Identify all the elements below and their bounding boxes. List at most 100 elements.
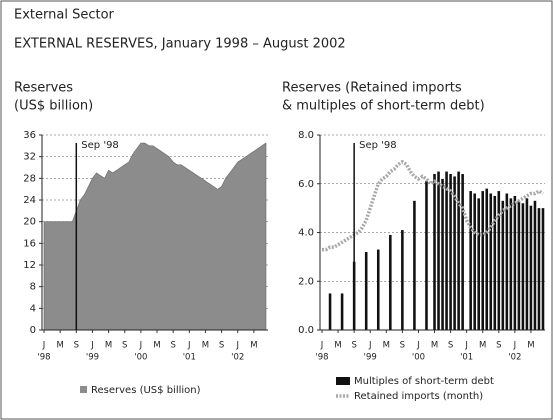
legend-label: Multiples of short-term debt bbox=[354, 376, 494, 387]
y-tick-label: 4.0 bbox=[298, 228, 314, 239]
bar bbox=[461, 174, 464, 330]
bar bbox=[493, 195, 497, 330]
x-tick-label: J bbox=[235, 341, 239, 351]
x-tick-label: J bbox=[187, 341, 191, 351]
line bbox=[322, 159, 544, 252]
x-tick-label: J bbox=[42, 341, 46, 351]
x-tick-label: J bbox=[464, 341, 468, 351]
bar bbox=[473, 193, 476, 330]
y-tick-label: 16 bbox=[23, 238, 36, 249]
x-tick-label: J bbox=[416, 341, 420, 351]
bar bbox=[364, 252, 368, 330]
y-tick-label: 4 bbox=[30, 303, 36, 314]
bar bbox=[485, 188, 489, 330]
bar bbox=[513, 195, 517, 330]
bar bbox=[437, 171, 440, 330]
bar bbox=[521, 203, 525, 330]
x-tick-label: M bbox=[431, 341, 438, 351]
bar bbox=[413, 200, 416, 330]
y-tick-label: 20 bbox=[23, 217, 36, 228]
x-tick-label: S bbox=[400, 341, 405, 351]
bar bbox=[481, 191, 485, 330]
bar bbox=[505, 193, 509, 330]
year-label: '00 bbox=[134, 353, 147, 363]
x-tick-label: S bbox=[219, 341, 224, 351]
x-tick-label: M bbox=[479, 341, 486, 351]
panel-title: Reserves (Retained imports bbox=[282, 81, 462, 96]
bar bbox=[425, 181, 428, 330]
annotation: Sep '98 bbox=[359, 140, 397, 151]
bar bbox=[340, 293, 344, 330]
bar bbox=[537, 208, 541, 330]
year-label: '01 bbox=[460, 353, 473, 363]
year-label: '99 bbox=[86, 353, 99, 363]
bar bbox=[401, 230, 404, 330]
legend-label: Reserves (US$ billion) bbox=[91, 385, 201, 396]
y-tick-label: 6.0 bbox=[298, 179, 314, 190]
y-tick-label: 28 bbox=[23, 173, 36, 184]
bar bbox=[457, 171, 460, 330]
y-tick-label: 36 bbox=[23, 130, 36, 141]
header-title: External Sector bbox=[14, 8, 115, 23]
y-tick-label: 8 bbox=[30, 282, 36, 293]
bar bbox=[541, 208, 545, 330]
year-label: '98 bbox=[315, 353, 328, 363]
panel-title: (US$ billion) bbox=[14, 99, 93, 114]
year-label: '00 bbox=[412, 353, 425, 363]
x-tick-label: J bbox=[90, 341, 94, 351]
x-tick-label: M bbox=[527, 341, 534, 351]
y-tick-label: 8.0 bbox=[298, 130, 314, 141]
x-tick-label: M bbox=[105, 341, 112, 351]
x-tick-label: J bbox=[368, 341, 372, 351]
panel-title: Reserves bbox=[14, 81, 73, 96]
bar bbox=[497, 191, 501, 330]
legend-swatch bbox=[336, 377, 350, 385]
y-tick-label: 24 bbox=[23, 195, 36, 206]
bar bbox=[453, 176, 456, 330]
x-tick-label: S bbox=[74, 341, 79, 351]
x-tick-label: S bbox=[170, 341, 175, 351]
x-tick-label: S bbox=[351, 341, 356, 351]
x-tick-label: S bbox=[496, 341, 501, 351]
legend-swatch bbox=[80, 386, 87, 393]
x-tick-label: M bbox=[383, 341, 390, 351]
x-tick-label: M bbox=[153, 341, 160, 351]
bar bbox=[449, 174, 452, 330]
y-tick-label: 0 bbox=[30, 325, 36, 336]
bar bbox=[509, 198, 513, 330]
x-tick-label: S bbox=[122, 341, 127, 351]
panel-title: & multiples of short-term debt) bbox=[282, 99, 485, 114]
bar bbox=[376, 249, 380, 330]
bar bbox=[533, 200, 537, 330]
bar bbox=[389, 234, 392, 330]
y-tick-label: 12 bbox=[23, 260, 36, 271]
bar bbox=[525, 198, 529, 330]
x-tick-label: J bbox=[320, 341, 324, 351]
x-tick-label: M bbox=[250, 341, 257, 351]
x-tick-label: M bbox=[56, 341, 63, 351]
area bbox=[43, 142, 267, 331]
x-tick-label: M bbox=[334, 341, 341, 351]
y-tick-label: 32 bbox=[23, 152, 36, 163]
x-tick-label: J bbox=[139, 341, 143, 351]
x-tick-label: M bbox=[202, 341, 209, 351]
year-label: '99 bbox=[364, 353, 377, 363]
bar bbox=[328, 293, 332, 330]
bar bbox=[501, 200, 505, 330]
y-tick-label: 0.0 bbox=[298, 325, 314, 336]
year-label: '02 bbox=[508, 353, 521, 363]
year-label: '01 bbox=[183, 353, 196, 363]
legend-label: Retained imports (month) bbox=[354, 391, 483, 402]
bar bbox=[529, 205, 533, 330]
y-tick-label: 2.0 bbox=[298, 276, 314, 287]
bar bbox=[489, 193, 493, 330]
bar bbox=[517, 200, 521, 330]
bar bbox=[469, 191, 472, 330]
bar bbox=[433, 174, 436, 330]
bar bbox=[477, 198, 480, 330]
x-tick-label: J bbox=[513, 341, 517, 351]
x-tick-label: S bbox=[448, 341, 453, 351]
year-label: '98 bbox=[37, 353, 50, 363]
bar bbox=[441, 178, 444, 330]
